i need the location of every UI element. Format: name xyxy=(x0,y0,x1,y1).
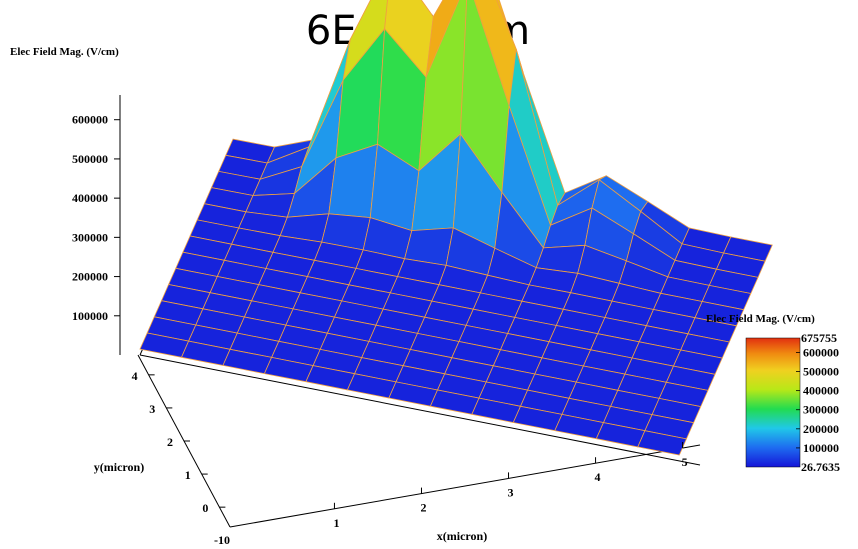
y-tick-label: 0 xyxy=(202,501,208,515)
z-axis-title: Elec Field Mag. (V/cm) xyxy=(10,46,119,58)
x-axis-line xyxy=(139,354,701,466)
colorbar-tick-label: 200000 xyxy=(803,422,839,436)
colorbar-min-label: 26.7635 xyxy=(801,460,840,474)
surface-cell xyxy=(637,430,687,456)
z-tick-label: 300000 xyxy=(72,230,108,244)
colorbar-gradient xyxy=(745,337,801,468)
y-tick-label: 1 xyxy=(185,468,191,482)
colorbar-tick-label: 100000 xyxy=(803,441,839,455)
z-tick-label: 600000 xyxy=(72,113,108,127)
tick-labels: 100000 200000 300000 400000 500000 600000 1 2 3 4… xyxy=(72,113,688,547)
x-tick-label: 5 xyxy=(682,455,688,469)
z-tick-label: 200000 xyxy=(72,270,108,284)
y-tick-label: 2 xyxy=(167,435,173,449)
z-tick-label: 500000 xyxy=(72,152,108,166)
origin-tick-label: -10 xyxy=(214,533,230,547)
x-tick-label: 1 xyxy=(333,516,339,530)
x-axis-title: x(micron) xyxy=(437,529,487,543)
z-tick-label: 400000 xyxy=(72,191,108,205)
x-axis-front-line xyxy=(229,444,701,528)
x-tick-label: 4 xyxy=(595,470,601,484)
x-tick-label: 3 xyxy=(508,485,514,499)
colorbar-tick-label: 300000 xyxy=(803,403,839,417)
y-tick-label: 4 xyxy=(132,369,138,383)
colorbar-tick-label: 600000 xyxy=(803,345,839,359)
colorbar-title: Elec Field Mag. (V/cm) xyxy=(706,313,815,325)
colorbar-tick-label: 500000 xyxy=(803,365,839,379)
x-tick-label: 2 xyxy=(420,501,426,515)
y-tick-label: 3 xyxy=(149,402,155,416)
colorbar-ticks: 600000 500000 400000 300000 200000 100000 xyxy=(796,345,839,455)
colorbar: Elec Field Mag. (V/cm) 600000 500000 40000… xyxy=(706,313,840,474)
y-axis-title: y(micron) xyxy=(94,460,144,474)
colorbar-tick-label: 400000 xyxy=(803,384,839,398)
colorbar-max-label: 675755 xyxy=(801,331,837,345)
surface-mesh xyxy=(139,0,773,456)
z-tick-label: 100000 xyxy=(72,309,108,323)
